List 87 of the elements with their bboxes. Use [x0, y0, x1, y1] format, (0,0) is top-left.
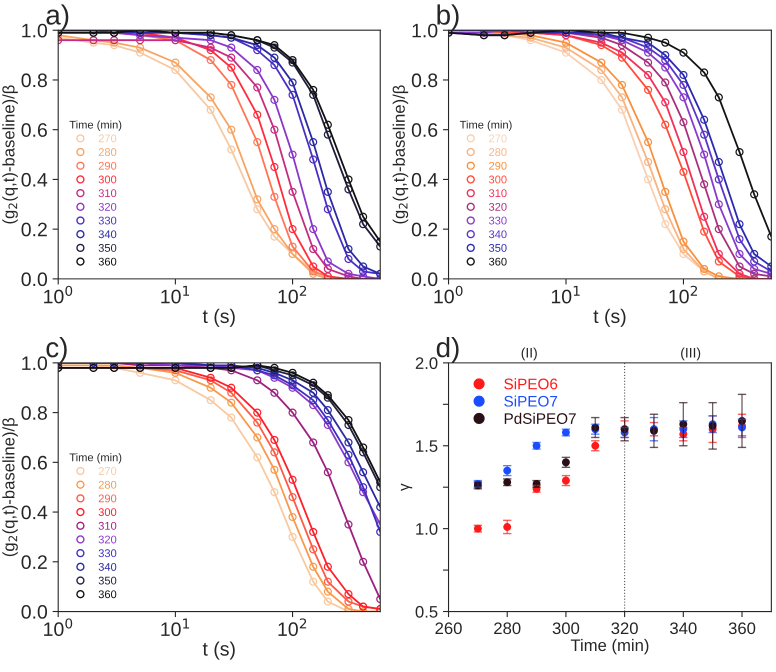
legend-label: 350: [98, 576, 116, 585]
legend-label: 350: [98, 244, 116, 252]
legend-label: 360: [98, 590, 116, 598]
y-tick-label: 1.5: [416, 440, 438, 452]
x-tick-label: 10$^{1}$: [161, 286, 190, 304]
legend-label: 270: [98, 134, 116, 142]
y-axis-title: (g$_{2}$(q,t)-baseline)/β: [392, 85, 408, 224]
x-axis-title: t (s): [202, 641, 235, 660]
legend-label: 270: [98, 467, 116, 475]
y-tick-label: 0.0: [412, 272, 438, 286]
x-tick-label: 10$^{2}$: [278, 286, 306, 304]
legend-label: 360: [488, 258, 507, 266]
y-tick-label: 0.8: [22, 73, 47, 88]
legend-label: PdSiPEO7: [504, 412, 576, 424]
y-tick-label: 1.0: [412, 24, 438, 38]
x-tick-label: 360: [728, 622, 756, 634]
x-tick-label: 10$^{2}$: [278, 618, 306, 636]
legend-label: 320: [488, 202, 507, 211]
x-axis-title: Time (min): [570, 638, 648, 654]
y-tick-label: 0.5: [416, 606, 438, 618]
x-tick-label: 10$^{1}$: [552, 286, 580, 304]
legend-label: 280: [98, 480, 116, 489]
legend-label: 290: [98, 162, 116, 170]
y-tick-label: 0.2: [22, 555, 47, 570]
legend-label: 270: [489, 134, 507, 142]
x-tick-label: 10$^{0}$: [44, 618, 72, 636]
y-axis-title: γ: [400, 483, 412, 491]
y-tick-label: 0.6: [22, 456, 47, 470]
y-tick-label: 0.8: [22, 406, 47, 420]
chart-title: d): [436, 336, 459, 363]
y-tick-label: 0.4: [22, 172, 48, 187]
legend-label: 310: [488, 189, 507, 198]
y-tick-label: 0.8: [412, 73, 438, 88]
y-tick-label: 0.6: [22, 123, 47, 137]
y-tick-label: 2.0: [416, 357, 438, 370]
legend-label: SiPEO6: [504, 378, 558, 390]
legend-label: 330: [488, 216, 507, 224]
legend-label: 340: [98, 562, 116, 571]
legend-label: 330: [98, 216, 116, 224]
legend-label: 280: [489, 148, 507, 156]
legend-title: Time (min): [70, 453, 122, 464]
y-tick-label: 0.6: [412, 123, 438, 137]
legend-label: 300: [98, 508, 116, 516]
legend-label: SiPEO7: [504, 395, 558, 407]
y-tick-label: 1.0: [22, 24, 48, 38]
y-axis-title: (g$_{2}$(q,t)-baseline)/β: [2, 85, 18, 224]
legend-label: 290: [489, 162, 507, 170]
legend-title: Time (min): [70, 120, 122, 131]
legend-label: 300: [488, 176, 507, 184]
legend-label: 320: [98, 536, 116, 544]
legend-label: 340: [98, 230, 116, 238]
legend-label: 310: [98, 522, 116, 530]
x-tick-label: 280: [494, 622, 520, 634]
y-tick-label: 0.0: [22, 272, 48, 286]
x-tick-label: 10$^{2}$: [669, 286, 698, 304]
y-tick-label: 1.0: [416, 523, 438, 535]
x-tick-label: 10$^{0}$: [434, 286, 463, 304]
y-tick-label: 0.2: [412, 222, 438, 236]
legend-label: 350: [488, 244, 507, 252]
text: (III): [681, 347, 700, 360]
x-tick-label: 10$^{0}$: [44, 286, 72, 304]
x-tick-label: 320: [611, 622, 638, 634]
y-tick-label: 0.4: [412, 172, 438, 187]
chart-title: c): [46, 336, 67, 363]
legend-label: 310: [98, 189, 116, 198]
y-tick-label: 0.2: [22, 222, 47, 236]
x-axis-title: t (s): [202, 308, 235, 327]
y-tick-label: 0.0: [22, 604, 48, 619]
x-axis-title: t (s): [593, 308, 626, 327]
x-tick-label: 10$^{1}$: [161, 618, 190, 636]
legend-label: 320: [98, 202, 116, 211]
y-tick-label: 1.0: [22, 356, 48, 370]
x-tick-label: 340: [670, 622, 697, 634]
legend-title: Time (min): [460, 120, 512, 131]
legend-label: 360: [98, 258, 116, 266]
legend-label: 300: [98, 176, 116, 184]
x-tick-label: 300: [552, 622, 580, 634]
legend-label: 340: [488, 230, 507, 238]
chart-title: a): [46, 4, 68, 30]
x-tick-label: 260: [435, 622, 462, 634]
y-tick-label: 0.4: [22, 506, 48, 520]
y-axis-title: (g$_{2}$(q,t)-baseline)/β: [2, 418, 18, 556]
text: (II): [522, 347, 537, 360]
legend-label: 280: [98, 148, 116, 156]
legend-label: 330: [98, 549, 116, 558]
chart-title: b): [437, 4, 459, 30]
legend-label: 290: [98, 494, 116, 502]
